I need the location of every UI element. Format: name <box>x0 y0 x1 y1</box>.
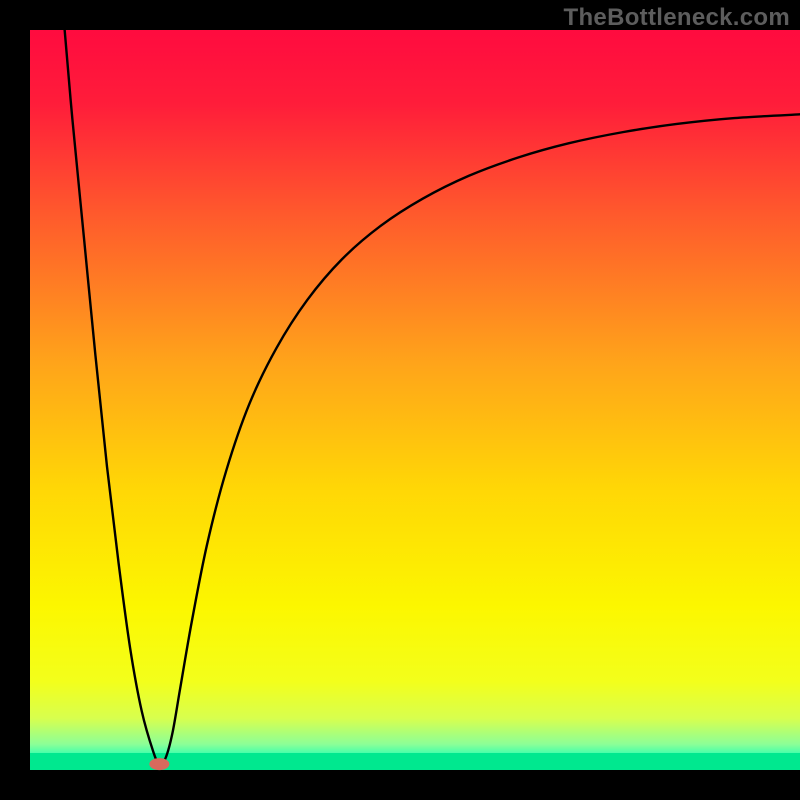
green-baseline-band <box>30 753 800 770</box>
plot-gradient-background <box>30 30 800 770</box>
chart-container: TheBottleneck.com <box>0 0 800 800</box>
optimal-point-marker <box>149 758 169 770</box>
bottleneck-chart <box>0 0 800 800</box>
watermark-label: TheBottleneck.com <box>564 4 790 32</box>
